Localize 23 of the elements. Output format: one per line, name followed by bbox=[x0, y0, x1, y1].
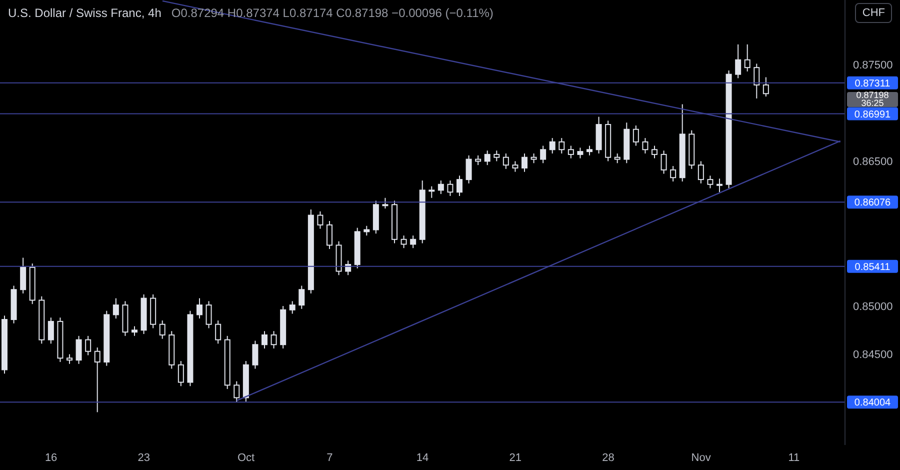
x-tick-label: 16 bbox=[44, 452, 58, 464]
x-tick-label: 11 bbox=[788, 452, 800, 464]
x-tick-label: 28 bbox=[602, 452, 614, 464]
text: CHF bbox=[855, 3, 892, 23]
ref-line-label: 0.87311 bbox=[854, 78, 891, 90]
x-tick-label: 21 bbox=[509, 452, 522, 464]
text: 36:25 bbox=[861, 98, 884, 108]
y-tick-label: 0.87500 bbox=[853, 60, 893, 72]
x-tick-label: 14 bbox=[416, 452, 429, 464]
x-tick-label: Oct bbox=[238, 452, 255, 464]
x-tick-label: 23 bbox=[138, 452, 150, 464]
x-tick-label: 7 bbox=[326, 452, 333, 464]
ref-line-label: 0.84004 bbox=[854, 398, 892, 409]
y-tick-label: 0.86500 bbox=[853, 156, 893, 168]
ref-line-label: 0.86991 bbox=[854, 109, 892, 120]
x-tick-label: Nov bbox=[691, 452, 712, 464]
text: U.S. Dollar / Swiss Franc, 4h bbox=[8, 6, 162, 20]
y-tick-label: 0.84500 bbox=[853, 349, 893, 362]
text: O0.87294 H0.87374 L0.87174 C0.87198 −0.00096 (−0.11%) bbox=[171, 6, 494, 20]
ref-line-label: 0.85411 bbox=[854, 262, 891, 273]
text: 0.87198 bbox=[855, 90, 890, 100]
y-tick-label: 0.85000 bbox=[853, 300, 893, 313]
ref-line-label: 0.86076 bbox=[854, 198, 892, 209]
